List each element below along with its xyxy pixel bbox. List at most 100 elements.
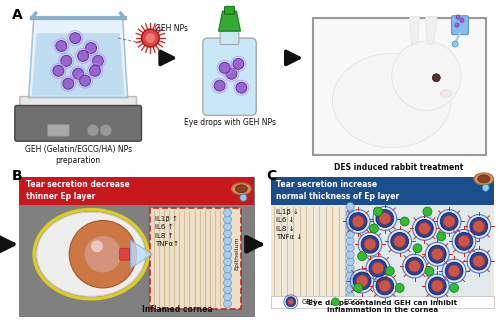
Circle shape — [224, 279, 232, 287]
Circle shape — [346, 216, 354, 224]
FancyBboxPatch shape — [355, 205, 490, 298]
Circle shape — [224, 223, 232, 230]
Circle shape — [432, 74, 440, 82]
Circle shape — [70, 220, 136, 288]
Circle shape — [428, 245, 446, 263]
Circle shape — [224, 300, 232, 308]
Circle shape — [80, 75, 90, 86]
Text: GEH (Gelatin/EGCG/HA) NPs
preparation: GEH (Gelatin/EGCG/HA) NPs preparation — [24, 145, 132, 164]
FancyBboxPatch shape — [452, 16, 468, 34]
Circle shape — [473, 255, 485, 267]
Circle shape — [443, 215, 455, 228]
Circle shape — [349, 213, 367, 230]
Circle shape — [346, 258, 354, 266]
Circle shape — [288, 299, 294, 305]
Circle shape — [346, 237, 354, 245]
FancyBboxPatch shape — [224, 6, 234, 14]
Circle shape — [224, 209, 232, 216]
FancyBboxPatch shape — [19, 177, 255, 316]
Circle shape — [56, 41, 67, 51]
Ellipse shape — [232, 183, 252, 195]
Ellipse shape — [332, 53, 451, 148]
Circle shape — [346, 244, 354, 252]
Circle shape — [445, 262, 463, 280]
Circle shape — [413, 244, 422, 253]
Circle shape — [346, 223, 354, 231]
Circle shape — [458, 235, 470, 247]
Circle shape — [86, 43, 96, 53]
Ellipse shape — [36, 212, 146, 296]
Ellipse shape — [478, 175, 490, 183]
Polygon shape — [28, 18, 128, 98]
Circle shape — [386, 266, 394, 276]
Polygon shape — [32, 33, 124, 96]
FancyBboxPatch shape — [48, 124, 70, 136]
Circle shape — [224, 237, 232, 245]
Text: Inflamed cornea: Inflamed cornea — [142, 305, 212, 314]
Circle shape — [61, 56, 72, 66]
Circle shape — [92, 56, 104, 66]
Circle shape — [376, 277, 394, 295]
Circle shape — [432, 248, 443, 260]
Circle shape — [418, 223, 430, 234]
Text: Epithelium: Epithelium — [234, 236, 240, 270]
Circle shape — [286, 297, 296, 307]
Circle shape — [100, 124, 112, 136]
Circle shape — [224, 230, 232, 238]
Circle shape — [346, 230, 354, 238]
Circle shape — [346, 265, 354, 272]
FancyBboxPatch shape — [271, 177, 494, 205]
Circle shape — [240, 194, 247, 201]
Circle shape — [146, 33, 156, 43]
Polygon shape — [218, 11, 240, 31]
Circle shape — [448, 265, 460, 277]
Text: A: A — [12, 8, 22, 22]
Circle shape — [85, 236, 120, 272]
Circle shape — [70, 32, 80, 44]
Circle shape — [236, 82, 247, 93]
Circle shape — [440, 213, 458, 230]
Text: B: B — [12, 169, 22, 183]
Circle shape — [346, 251, 354, 259]
Circle shape — [400, 217, 409, 226]
FancyBboxPatch shape — [120, 248, 130, 260]
Circle shape — [346, 210, 354, 217]
Text: Eye drops contained GEH can inhibit
inflammation in the cornea: Eye drops contained GEH can inhibit infl… — [308, 300, 457, 313]
Circle shape — [346, 292, 354, 300]
FancyBboxPatch shape — [150, 208, 242, 309]
Text: C: C — [266, 169, 276, 183]
Circle shape — [224, 286, 232, 294]
Circle shape — [372, 262, 384, 274]
FancyBboxPatch shape — [312, 18, 486, 155]
Circle shape — [369, 259, 387, 277]
Circle shape — [354, 283, 362, 292]
Circle shape — [224, 293, 232, 301]
Circle shape — [78, 50, 88, 61]
Circle shape — [90, 65, 101, 76]
Circle shape — [394, 235, 406, 247]
Circle shape — [224, 251, 232, 259]
Circle shape — [470, 217, 488, 235]
Circle shape — [392, 41, 461, 111]
Text: GEH: GEH — [302, 299, 316, 305]
Circle shape — [87, 124, 99, 136]
Circle shape — [219, 62, 230, 73]
Circle shape — [346, 271, 354, 279]
Circle shape — [224, 215, 232, 224]
Text: DES induced rabbit treatment: DES induced rabbit treatment — [334, 163, 464, 172]
FancyBboxPatch shape — [271, 296, 494, 308]
Circle shape — [356, 275, 368, 287]
Circle shape — [353, 272, 371, 290]
Circle shape — [379, 280, 391, 292]
Text: EGCG: EGCG — [344, 299, 363, 305]
Text: GEH NPs: GEH NPs — [156, 24, 188, 33]
Text: IL1β ↓
IL6 ↓
IL8 ↓
TNFα ↓: IL1β ↓ IL6 ↓ IL8 ↓ TNFα ↓ — [276, 209, 302, 240]
Circle shape — [346, 203, 354, 211]
Text: Tear secretion decrease
thinner Ep layer: Tear secretion decrease thinner Ep layer — [26, 180, 130, 201]
Circle shape — [224, 258, 232, 266]
Circle shape — [432, 280, 443, 292]
Circle shape — [91, 240, 103, 252]
Circle shape — [53, 65, 64, 76]
Circle shape — [391, 232, 408, 250]
Circle shape — [482, 184, 489, 191]
